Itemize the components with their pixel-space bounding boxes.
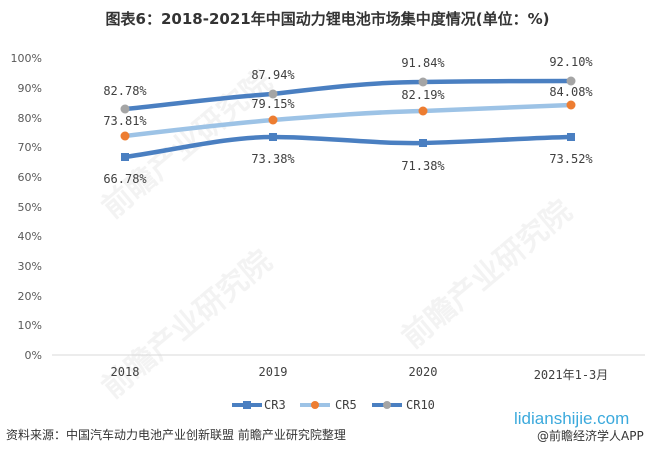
data-point[interactable] — [269, 133, 277, 141]
data-label: 87.94% — [251, 68, 295, 82]
legend-label: CR3 — [264, 398, 286, 412]
data-point[interactable] — [419, 139, 427, 147]
y-tick: 50% — [18, 201, 42, 214]
y-tick: 40% — [18, 230, 42, 243]
data-label: 79.15% — [251, 97, 295, 111]
data-point[interactable] — [121, 153, 129, 161]
series-markers-cr5 — [120, 100, 576, 141]
x-tick: 2018 — [111, 365, 140, 379]
y-tick: 0% — [25, 349, 42, 362]
data-label: 73.52% — [549, 152, 593, 166]
legend-item-cr3[interactable]: CR3 — [232, 398, 286, 412]
data-label: 71.38% — [401, 159, 445, 173]
data-labels-cr3: 66.78% 73.38% 71.38% 73.52% — [103, 152, 593, 186]
data-point[interactable] — [120, 131, 130, 141]
circle-marker-icon — [383, 401, 391, 409]
data-point[interactable] — [268, 115, 278, 125]
data-label: 73.38% — [251, 152, 295, 166]
series-line-cr10 — [122, 78, 574, 112]
data-label: 73.81% — [103, 114, 147, 128]
site-watermark: lidianshijie.com — [514, 409, 630, 428]
data-point[interactable] — [418, 77, 428, 87]
data-label: 91.84% — [401, 56, 445, 70]
source-note: 资料来源：中国汽车动力电池产业创新联盟 前瞻产业研究院整理 — [6, 428, 346, 442]
y-tick: 60% — [18, 171, 42, 184]
y-tick: 10% — [18, 319, 42, 332]
circle-marker-icon — [311, 401, 319, 409]
data-labels-cr5: 73.81% 79.15% 82.19% 84.08% — [103, 85, 593, 128]
x-tick: 2019 — [259, 365, 288, 379]
series-markers-cr10 — [120, 76, 576, 114]
data-point[interactable] — [120, 104, 130, 114]
square-marker-icon — [243, 401, 251, 409]
y-tick: 90% — [18, 82, 42, 95]
legend-item-cr5[interactable]: CR5 — [300, 398, 357, 412]
legend-item-cr10[interactable]: CR10 — [372, 398, 435, 412]
x-axis: 2018 2019 2020 2021年1-3月 — [111, 365, 609, 382]
data-point[interactable] — [268, 89, 278, 99]
chart-title: 图表6：2018-2021年中国动力锂电池市场集中度情况(单位：%) — [105, 10, 550, 28]
legend-label: CR10 — [406, 398, 435, 412]
series-markers-cr3 — [121, 133, 575, 161]
legend-label: CR5 — [335, 398, 357, 412]
series-line-cr5 — [122, 102, 574, 139]
data-point[interactable] — [566, 100, 576, 110]
legend: CR3 CR5 CR10 — [232, 398, 435, 412]
data-labels-cr10: 82.78% 87.94% 91.84% 92.10% — [103, 55, 593, 98]
data-point[interactable] — [566, 76, 576, 86]
y-tick: 80% — [18, 112, 42, 125]
data-label: 66.78% — [103, 172, 147, 186]
data-label: 92.10% — [549, 55, 593, 69]
y-tick: 100% — [11, 52, 42, 65]
y-tick: 20% — [18, 290, 42, 303]
series-line-cr3 — [122, 134, 574, 160]
data-point[interactable] — [418, 106, 428, 116]
y-tick: 70% — [18, 141, 42, 154]
x-tick: 2020 — [409, 365, 438, 379]
x-tick: 2021年1-3月 — [534, 368, 609, 382]
data-label: 82.19% — [401, 88, 445, 102]
data-point[interactable] — [567, 133, 575, 141]
y-tick: 30% — [18, 260, 42, 273]
data-label: 82.78% — [103, 84, 147, 98]
app-credit: @前瞻经济学人APP — [537, 429, 644, 443]
data-label: 84.08% — [549, 85, 593, 99]
y-axis: 100% 90% 80% 70% 60% 50% 40% 30% 20% 10%… — [11, 52, 42, 362]
